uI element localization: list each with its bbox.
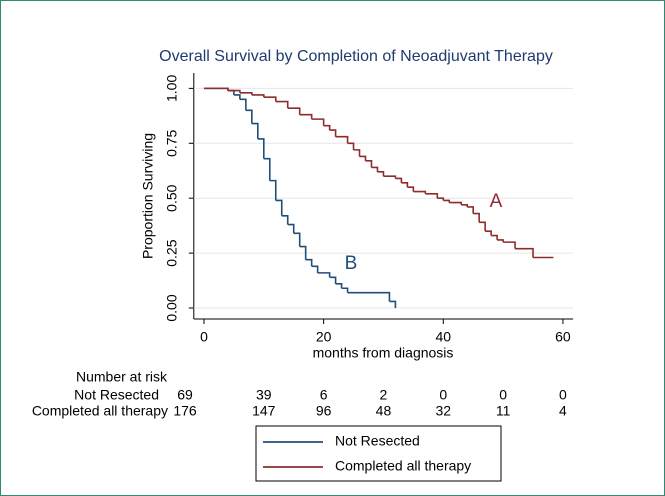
survival-step: [467, 206, 474, 214]
survival-step: [239, 98, 247, 111]
risk-count: 39: [256, 387, 272, 403]
risk-row-label: Completed all therapy: [32, 403, 168, 419]
survival-step: [503, 241, 516, 249]
survival-step: [245, 109, 253, 124]
risk-count: 11: [496, 403, 511, 419]
risk-count: 6: [320, 387, 328, 403]
risk-count: 2: [380, 387, 388, 403]
risk-count: 96: [316, 403, 332, 419]
risk-count: 69: [177, 387, 193, 403]
risk-count: 0: [499, 387, 507, 403]
survival-step: [317, 272, 331, 278]
survival-step: [335, 135, 349, 144]
survival-step: [281, 214, 289, 225]
x-tick-label: 60: [555, 329, 571, 345]
legend-label: Not Resected: [335, 433, 420, 449]
y-tick-label: 0.50: [164, 184, 180, 211]
survival-step: [497, 239, 504, 243]
annotation: A: [490, 191, 503, 212]
x-tick-label: 20: [316, 329, 332, 345]
y-axis-label: Proportion Surviving: [140, 133, 156, 259]
survival-step: [473, 212, 480, 223]
risk-count: 48: [376, 403, 392, 419]
survival-step: [437, 197, 445, 201]
survival-step: [293, 232, 301, 247]
survival-step: [335, 283, 343, 289]
survival-step: [515, 247, 534, 258]
survival-step: [323, 124, 331, 131]
survival-step: [311, 265, 319, 273]
y-tick-label: 0.25: [164, 239, 180, 266]
survival-step: [401, 182, 409, 188]
y-tick-label: 0.75: [164, 129, 180, 156]
survival-step: [251, 94, 265, 98]
survival-step: [203, 87, 229, 91]
risk-count: 147: [252, 403, 276, 419]
risk-count: 176: [173, 403, 197, 419]
survival-step: [263, 157, 271, 181]
survival-step: [269, 179, 277, 201]
survival-step: [365, 160, 373, 168]
survival-step: [299, 113, 313, 120]
y-tick-label: 1.00: [164, 75, 180, 102]
survival-step: [449, 201, 463, 205]
survival-step: [251, 122, 259, 139]
risk-count: 0: [559, 387, 567, 403]
survival-step: [485, 230, 492, 236]
risk-count: 0: [439, 387, 447, 403]
survival-step: [347, 291, 391, 302]
survival-step: [275, 100, 289, 109]
risk-count: 32: [435, 403, 451, 419]
survival-step: [287, 107, 301, 115]
survival-step: [233, 94, 241, 100]
survival-step: [371, 166, 379, 172]
survival-step: [443, 199, 451, 203]
legend-box: [255, 425, 502, 482]
survival-step: [341, 287, 349, 293]
survival-step: [383, 175, 397, 179]
x-tick-label: 0: [200, 329, 208, 345]
survival-step: [287, 223, 295, 234]
survival-step: [377, 171, 385, 177]
risk-row-label: Not Resected: [74, 387, 159, 403]
risk-table-title: Number at risk: [76, 369, 168, 385]
survival-step: [329, 129, 337, 137]
survival-step: [305, 258, 313, 267]
survival-step: [275, 199, 283, 216]
survival-step: [257, 138, 265, 159]
survival-step: [479, 221, 486, 232]
survival-step: [395, 177, 403, 183]
survival-step: [359, 155, 367, 161]
survival-step: [407, 186, 415, 192]
survival-step: [227, 89, 241, 93]
survival-step: [425, 193, 439, 199]
survival-step: [329, 276, 337, 284]
legend-label: Completed all therapy: [335, 458, 471, 474]
risk-count: 4: [559, 403, 567, 419]
survival-step: [347, 142, 355, 150]
x-axis-label: months from diagnosis: [313, 345, 454, 361]
survival-step: [491, 234, 498, 240]
annotation: B: [345, 253, 358, 274]
survival-step: [239, 91, 253, 95]
y-tick-label: 0.00: [164, 294, 180, 321]
survival-step: [389, 300, 397, 309]
survival-step: [299, 245, 307, 260]
survival-step: [353, 149, 361, 157]
chart-title: Overall Survival by Completion of Neoadj…: [159, 48, 553, 65]
survival-step: [413, 190, 427, 194]
x-tick-label: 40: [435, 329, 451, 345]
survival-step: [263, 96, 277, 102]
survival-step: [461, 203, 469, 207]
survival-step: [311, 118, 325, 126]
